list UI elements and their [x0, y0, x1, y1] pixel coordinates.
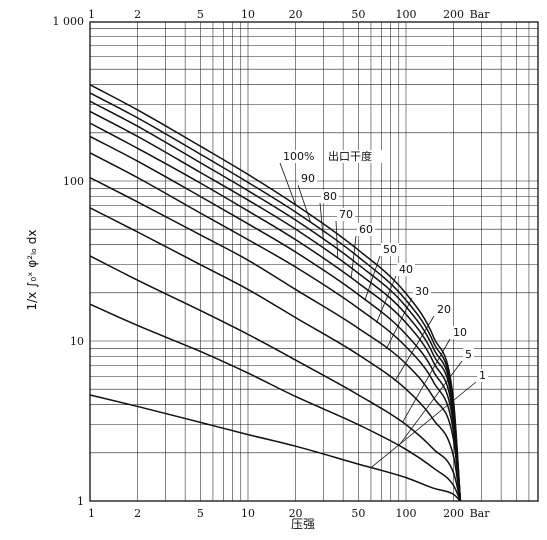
x-tick-label-bottom: 5 — [197, 507, 204, 520]
series-line — [89, 84, 462, 502]
leader-line — [402, 338, 451, 423]
x-tick-label-bottom: 100 — [396, 507, 417, 520]
series-label: 60 — [359, 223, 373, 236]
series-label: 5 — [465, 348, 472, 361]
y-axis-label: 1/x ∫₀ˣ φ²ₗₒ dx — [25, 229, 39, 310]
label-backing — [381, 243, 399, 256]
x-tick-label-top: 10 — [241, 8, 255, 21]
series-label: 100% — [283, 150, 314, 163]
series-line — [89, 110, 462, 502]
y-tick-label: 1 000 — [53, 15, 85, 28]
annotation-title: 出口干度 — [328, 149, 372, 163]
leader-line — [370, 381, 477, 468]
x-tick-label-top: 5 — [197, 8, 204, 21]
series-line — [89, 207, 462, 502]
plot-frame — [89, 21, 539, 502]
x-tick-label-top: 20 — [289, 8, 303, 21]
series-line — [89, 122, 462, 502]
grid — [89, 22, 538, 502]
x-unit-top: Bar — [470, 8, 491, 21]
label-backing — [299, 172, 317, 185]
series-label: 90 — [301, 172, 315, 185]
x-tick-label-bottom: 50 — [351, 507, 365, 520]
series-line — [89, 152, 462, 502]
series-line — [89, 176, 462, 502]
leader-line — [297, 184, 312, 224]
y-tick-label: 10 — [70, 335, 84, 348]
series-label: 40 — [399, 263, 413, 276]
label-backing — [463, 348, 474, 361]
leader-line — [398, 360, 463, 446]
x-tick-label-top: 50 — [351, 8, 365, 21]
x-tick-label-bottom: 10 — [241, 507, 255, 520]
leader-line — [394, 315, 435, 382]
series-label: 10 — [453, 326, 467, 339]
series-label: 1 — [479, 369, 486, 382]
series-line — [89, 92, 462, 502]
label-backing — [281, 150, 313, 163]
y-tick-label: 1 — [77, 495, 84, 508]
series-label: 70 — [339, 208, 353, 221]
x-unit-bottom: Bar — [470, 507, 491, 520]
series-line — [89, 135, 462, 502]
x-tick-label-bottom: 2 — [134, 507, 141, 520]
leader-line — [385, 297, 413, 350]
series-label: 80 — [323, 190, 337, 203]
series-label: 20 — [437, 303, 451, 316]
leader-line — [319, 202, 324, 240]
leader-line — [350, 235, 357, 279]
x-axis-label: 压强 — [291, 517, 315, 531]
label-backing — [435, 303, 453, 316]
x-tick-label-top: 1 — [88, 8, 95, 21]
tick-labels: 112255101020205050100100200200BarBar1101… — [53, 8, 491, 520]
label-backing — [357, 223, 375, 236]
label-backing — [477, 369, 488, 382]
series-label: 30 — [415, 285, 429, 298]
x-tick-label-bottom: 20 — [289, 507, 303, 520]
y-tick-label: 100 — [63, 175, 84, 188]
label-backing — [397, 263, 415, 276]
label-backing — [321, 190, 339, 203]
leader-line — [335, 220, 339, 259]
title-backing — [326, 150, 384, 163]
label-backing — [451, 326, 469, 339]
series-line — [89, 394, 461, 502]
x-tick-label-bottom: 200 — [443, 507, 464, 520]
series-line — [89, 255, 462, 502]
leader-line — [376, 275, 397, 324]
leader-line — [364, 255, 381, 301]
x-tick-label-top: 100 — [396, 8, 417, 21]
series-label: 50 — [383, 243, 397, 256]
label-backing — [337, 208, 355, 221]
label-backing — [413, 285, 431, 298]
x-tick-label-top: 200 — [443, 8, 464, 21]
x-tick-label-top: 2 — [134, 8, 141, 21]
x-tick-label-bottom: 1 — [88, 507, 95, 520]
leader-line — [279, 162, 296, 205]
series-line — [89, 303, 462, 502]
